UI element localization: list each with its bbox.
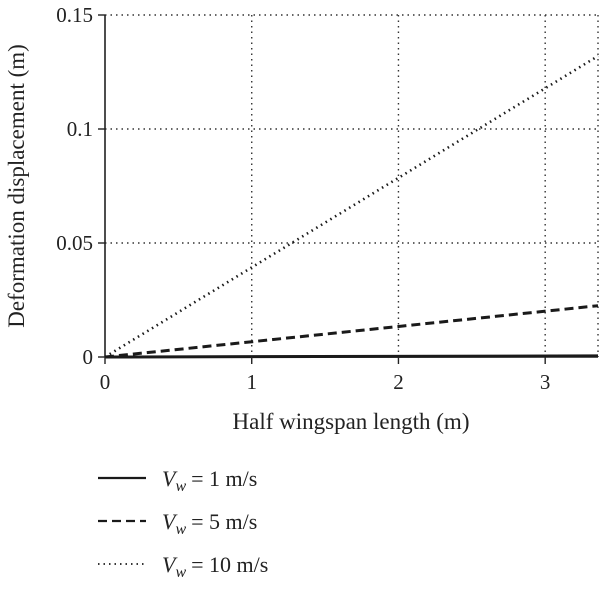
- y-axis-title: Deformation displacement (m): [4, 44, 29, 328]
- x-tick-label: 3: [540, 370, 551, 394]
- legend-label: Vw = 5 m/s: [162, 509, 257, 538]
- legend-subscript: w: [175, 478, 186, 495]
- axes: [104, 15, 598, 358]
- series-lines: [104, 54, 599, 359]
- legend-subscript: w: [175, 564, 186, 581]
- legend-value: = 1 m/s: [191, 466, 257, 491]
- x-tick-label: 2: [393, 370, 404, 394]
- tick-labels: 0 1 2 3 0 0.05 0.1 0.15: [56, 3, 550, 394]
- y-tick-label: 0.1: [67, 117, 93, 141]
- x-tick-label: 0: [100, 370, 111, 394]
- legend-label: Vw = 1 m/s: [162, 466, 257, 495]
- y-tick-label: 0.05: [56, 231, 93, 255]
- legend-value: = 10 m/s: [191, 552, 268, 577]
- legend-symbol: V: [162, 466, 178, 491]
- x-tick-label: 1: [246, 370, 257, 394]
- legend-label: Vw = 10 m/s: [162, 552, 268, 581]
- legend-symbol: V: [162, 509, 178, 534]
- y-tick-label: 0: [83, 345, 94, 369]
- series-line-solid: [104, 354, 599, 359]
- legend: Vw = 1 m/s Vw = 5 m/s Vw = 10 m/s: [98, 466, 268, 581]
- legend-value: = 5 m/s: [191, 509, 257, 534]
- grid-lines: [105, 14, 599, 357]
- y-tick-label: 0.15: [56, 3, 93, 27]
- legend-subscript: w: [175, 521, 186, 538]
- series-line-dashed: [104, 304, 599, 359]
- legend-symbol: V: [162, 552, 178, 577]
- series-line-dotted: [104, 54, 599, 359]
- x-axis-title: Half wingspan length (m): [233, 409, 470, 434]
